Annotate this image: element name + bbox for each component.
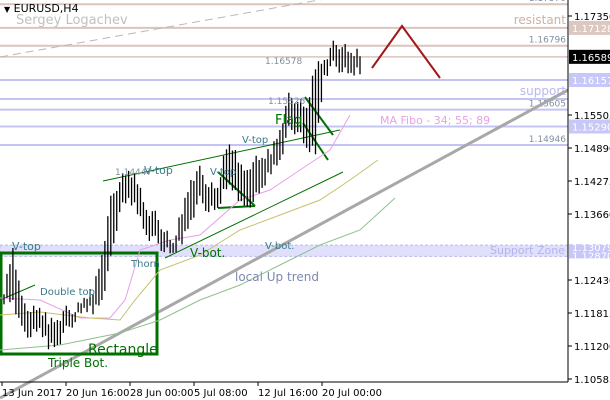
x-tick-label: 5 Jul 08:00 — [194, 388, 248, 399]
level-label: 1.15605 — [529, 100, 566, 110]
pattern-annotation: Thorn — [130, 259, 160, 270]
rectangle-pattern — [0, 251, 159, 356]
x-tick-label: 13 Jun 2017 — [2, 388, 62, 399]
channel-upper-line — [102, 129, 341, 182]
pattern-annotation: Double top — [40, 287, 95, 298]
y-tick-label: 1.14275 — [574, 177, 610, 188]
y-tick-label: 1.11200 — [574, 342, 610, 353]
level-label: 1.17570 — [529, 0, 566, 4]
level-price-tag — [569, 119, 610, 134]
support-zone-top-tag: 1.13079 — [572, 243, 610, 254]
price-note: 1.15826 — [268, 97, 305, 107]
x-tick-label: 28 Jun 00:00 — [130, 388, 194, 399]
level-price-tag-text: 1.16157 — [572, 76, 610, 87]
level-label: 1.16796 — [529, 36, 566, 46]
level-price-tag-text: 1.15290 — [572, 123, 610, 134]
double-top-line — [0, 284, 36, 301]
x-tick-label: 20 Jul 00:00 — [322, 388, 382, 399]
level-label: resistant — [514, 13, 567, 27]
current-price-tag-text: 1.16589 — [572, 53, 610, 64]
y-tick-label: 1.12430 — [574, 276, 610, 287]
x-tick-label: 20 Jun 16:00 — [66, 388, 130, 399]
x-tick-label: 12 Jul 16:00 — [258, 388, 318, 399]
y-tick-label: 1.15505 — [574, 111, 610, 122]
symbol-label: EURUSD,H4 — [13, 2, 79, 15]
level-price-tag-text: 1.17128 — [572, 24, 610, 35]
forecast-zigzag — [371, 24, 441, 79]
price-note: 1.16578 — [265, 57, 302, 67]
pattern-annotation: local Up trend — [235, 270, 319, 284]
support-zone-bottom-tag: 1.12870 — [572, 251, 610, 262]
dashed-trend-line — [0, 0, 322, 58]
pattern-annotation: V-top — [210, 167, 236, 178]
local-up-trend-line — [0, 88, 569, 400]
y-tick-label: 1.13660 — [574, 210, 610, 221]
y-tick-label: 1.11815 — [574, 309, 610, 320]
support-zone — [0, 244, 569, 257]
pattern-annotation: Flag — [275, 113, 302, 128]
y-tick-label: 1.17350 — [574, 12, 610, 23]
pattern-annotation: V-top — [12, 240, 41, 253]
moving-average-ma55 — [0, 159, 379, 321]
price-note: 1.14447 — [115, 168, 152, 178]
pattern-annotation: V-bot. — [265, 241, 294, 252]
moving-average-ma34 — [0, 114, 351, 319]
pattern-annotation: V-top — [144, 164, 173, 177]
current-price-tag — [569, 49, 610, 64]
author-label: Sergey Logachev — [16, 13, 128, 28]
pattern-annotation: V-top — [242, 135, 268, 146]
support-zone-label: Support Zone — [490, 244, 565, 257]
pattern-annotation: MA Fibo - 34; 55; 89 — [380, 114, 490, 127]
triangle-lower-line — [217, 205, 256, 209]
level-label: 1.14946 — [529, 135, 566, 145]
level-price-tag — [569, 73, 610, 88]
y-tick-label: 1.10585 — [574, 375, 610, 386]
dropdown-triangle-icon[interactable]: ▼ — [4, 5, 11, 14]
moving-average-ma89 — [0, 197, 396, 351]
level-price-tag — [569, 20, 610, 35]
pattern-annotation: V-bot. — [190, 246, 225, 260]
pattern-annotation: Rectangle — [88, 342, 158, 358]
y-tick-label: 1.14890 — [574, 144, 610, 155]
channel-lower-line — [164, 171, 344, 259]
support-zone-tag — [569, 244, 610, 259]
level-label: support — [520, 84, 566, 98]
pattern-annotation: Triple Bot. — [47, 356, 108, 370]
chart-title: ▼ EURUSD,H4 — [4, 2, 79, 15]
